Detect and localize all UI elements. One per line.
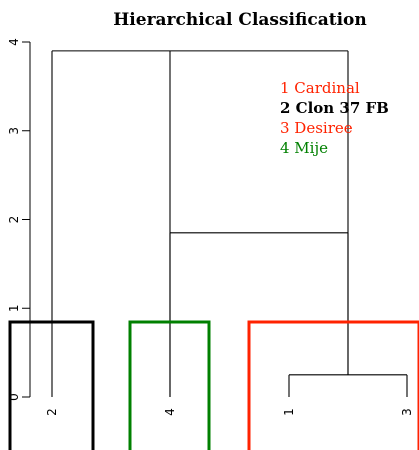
legend-entry: 4 Mije xyxy=(280,139,328,157)
dendrogram-tree xyxy=(51,50,408,397)
y-tick-label: 4 xyxy=(7,38,21,46)
cluster-boxes xyxy=(8,320,419,450)
y-tick-label: 3 xyxy=(7,127,21,135)
dendrogram-link xyxy=(288,374,408,397)
y-tick-label: 2 xyxy=(7,216,21,224)
leaf-label: 1 xyxy=(282,408,296,416)
dendrogram-link xyxy=(169,232,349,397)
cluster-box xyxy=(8,320,95,450)
legend-entry: 2 Clon 37 FB xyxy=(280,99,389,117)
leaf-labels: 2 4 1 3 xyxy=(45,408,414,416)
leaf-label: 3 xyxy=(400,408,414,416)
legend-entry: 3 Desiree xyxy=(280,119,353,137)
dendrogram-link xyxy=(51,50,349,397)
legend: 1 Cardinal 2 Clon 37 FB 3 Desiree 4 Mije xyxy=(280,79,389,157)
y-tick-label: 0 xyxy=(7,393,21,401)
cluster-box xyxy=(247,320,419,450)
leaf-label: 4 xyxy=(163,408,177,416)
y-tick-label: 1 xyxy=(7,304,21,312)
chart-title: Hierarchical Classification xyxy=(113,10,367,30)
cluster-box xyxy=(128,320,211,450)
legend-entry: 1 Cardinal xyxy=(280,79,360,97)
y-axis: 0 1 2 3 4 xyxy=(7,38,31,401)
leaf-label: 2 xyxy=(45,408,59,416)
